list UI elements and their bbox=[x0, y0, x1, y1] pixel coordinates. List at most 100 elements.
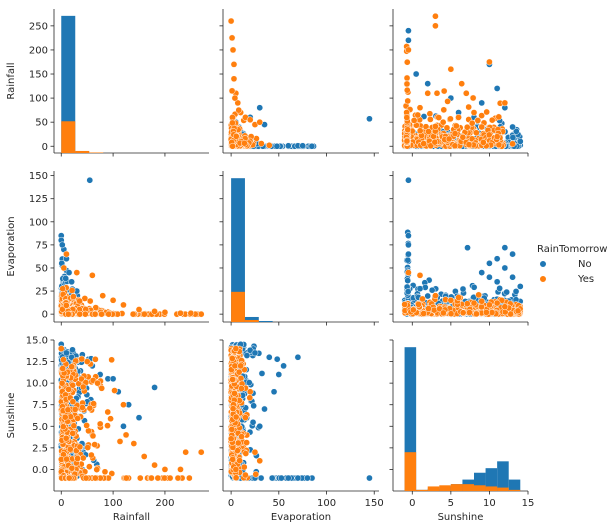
scatter-point-no bbox=[424, 292, 432, 300]
scatter-point-no bbox=[493, 278, 501, 286]
scatter-point-yes bbox=[116, 438, 124, 445]
scatter-point-yes bbox=[451, 130, 459, 137]
scatter-point-yes bbox=[468, 119, 476, 127]
scatter-point-yes bbox=[228, 34, 236, 42]
y-tick-label: 50 bbox=[35, 263, 48, 274]
y-tick-label: 0 bbox=[42, 142, 48, 153]
scatter-point-no bbox=[424, 80, 432, 87]
scatter-point-yes bbox=[425, 305, 432, 313]
panel-evaporation-rainfall: 0 25 50 75 100 125 150 bbox=[29, 171, 209, 326]
scatter-point-no bbox=[405, 36, 412, 44]
y-tick-label: 15.0 bbox=[26, 336, 48, 347]
scatter-point-yes bbox=[478, 297, 486, 305]
scatter-point-yes bbox=[447, 296, 455, 304]
scatter-point-yes bbox=[459, 133, 467, 141]
scatter-point-yes bbox=[60, 356, 67, 364]
scatter-point-no bbox=[270, 388, 278, 396]
scatter-point-yes bbox=[452, 122, 460, 130]
scatter-point-yes bbox=[455, 114, 462, 121]
scatter-point-no bbox=[459, 285, 467, 293]
scatter-point-yes bbox=[443, 124, 451, 132]
scatter-point-yes bbox=[258, 140, 265, 147]
scatter-point-yes bbox=[478, 123, 486, 131]
scatter-point-no bbox=[509, 273, 516, 281]
panel-rainfall-rainfall: 0 50 100 150 200 250 bbox=[29, 9, 209, 157]
hist-bar-yes bbox=[439, 485, 451, 491]
scatter-point-yes bbox=[101, 468, 109, 476]
scatter-point-yes bbox=[98, 310, 105, 318]
scatter-point-yes bbox=[485, 131, 493, 139]
scatter-point-yes bbox=[470, 109, 478, 116]
scatter-point-yes bbox=[234, 447, 241, 454]
scatter-point-yes bbox=[465, 141, 473, 148]
scatter-point-yes bbox=[108, 470, 116, 477]
x-axis-label-rainfall: Rainfall bbox=[113, 512, 150, 523]
scatter-point-yes bbox=[232, 132, 240, 140]
scatter-point-no bbox=[404, 288, 412, 295]
scatter-point-yes bbox=[458, 80, 466, 88]
scatter-point-yes bbox=[62, 434, 70, 442]
scatter-point-yes bbox=[495, 113, 503, 121]
scatter-point-yes bbox=[123, 474, 130, 482]
scatter-point-yes bbox=[482, 309, 490, 316]
scatter-point-yes bbox=[444, 98, 451, 105]
scatter-point-yes bbox=[466, 309, 473, 316]
scatter-point-no bbox=[405, 241, 412, 249]
scatter-point-yes bbox=[469, 94, 477, 102]
scatter-point-no bbox=[135, 414, 143, 422]
scatter-point-no bbox=[294, 474, 302, 482]
x-tick-label: 50 bbox=[272, 498, 285, 509]
scatter-point-yes bbox=[174, 474, 182, 482]
legend-title: RainTomorrow bbox=[537, 244, 607, 255]
scatter-point-yes bbox=[182, 448, 190, 456]
scatter-point-yes bbox=[228, 355, 236, 362]
scatter-point-yes bbox=[432, 292, 439, 300]
scatter-point-yes bbox=[96, 420, 104, 428]
x-tick-label: 5 bbox=[448, 498, 454, 509]
scatter-point-yes bbox=[68, 287, 76, 294]
scatter-point-no bbox=[275, 371, 283, 378]
scatter-point-no bbox=[251, 349, 259, 357]
scatter-point-yes bbox=[98, 384, 106, 392]
scatter-point-yes bbox=[91, 474, 99, 482]
scatter-point-yes bbox=[229, 119, 236, 127]
scatter-point-no bbox=[501, 244, 509, 252]
scatter-point-no bbox=[278, 474, 285, 482]
scatter-point-yes bbox=[90, 400, 97, 407]
scatter-point-yes bbox=[86, 463, 93, 471]
scatter-point-yes bbox=[129, 310, 137, 318]
hist-bar-yes bbox=[404, 452, 417, 491]
scatter-point-yes bbox=[187, 309, 195, 317]
y-tick-label: 50 bbox=[35, 118, 48, 129]
x-tick-label: 100 bbox=[104, 498, 123, 509]
x-tick-label: 150 bbox=[365, 498, 384, 509]
scatter-point-no bbox=[299, 142, 307, 150]
scatter-point-yes bbox=[89, 432, 97, 440]
scatter-point-yes bbox=[104, 422, 111, 429]
scatter-point-no bbox=[470, 283, 478, 291]
scatter-point-no bbox=[509, 134, 517, 141]
scatter-point-yes bbox=[228, 87, 236, 95]
scatter-point-yes bbox=[474, 117, 482, 124]
scatter-point-no bbox=[512, 127, 520, 135]
scatter-point-yes bbox=[251, 448, 259, 456]
scatter-point-yes bbox=[463, 123, 471, 131]
legend-marker-no bbox=[539, 260, 547, 268]
scatter-point-yes bbox=[91, 441, 99, 448]
scatter-point-no bbox=[512, 288, 520, 295]
scatter-point-yes bbox=[265, 141, 273, 149]
scatter-point-yes bbox=[68, 363, 75, 371]
scatter-point-no bbox=[62, 275, 70, 282]
scatter-point-yes bbox=[92, 355, 99, 363]
scatter-point-yes bbox=[475, 291, 482, 299]
scatter-point-yes bbox=[230, 75, 238, 83]
scatter-point-yes bbox=[88, 451, 95, 459]
scatter-point-yes bbox=[420, 310, 428, 317]
scatter-point-yes bbox=[242, 450, 250, 457]
scatter-point-yes bbox=[232, 466, 240, 473]
scatter-point-yes bbox=[76, 310, 84, 318]
scatter-point-no bbox=[416, 285, 424, 293]
scatter-point-yes bbox=[177, 309, 184, 317]
scatter-point-yes bbox=[229, 376, 236, 383]
